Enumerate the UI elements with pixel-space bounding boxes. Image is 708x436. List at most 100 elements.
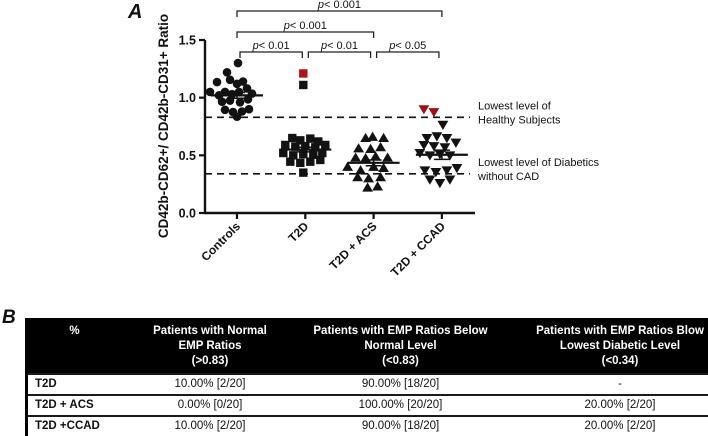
table-cell: 10.00% [2/20] <box>121 414 299 436</box>
data-point-triangle-down <box>431 132 443 142</box>
x-tick-label: T2D <box>285 219 311 245</box>
p-value-label: p< 0.01 <box>320 40 358 52</box>
data-point-triangle-up <box>367 131 378 141</box>
col-header-normal-emp: Patients with Normal EMP Ratios (>0.83) <box>121 319 299 374</box>
data-point-square <box>288 133 297 143</box>
p-value-label: p< 0.001 <box>283 20 327 32</box>
data-point-triangle-down <box>419 166 431 176</box>
data-point-triangle-up <box>378 132 389 143</box>
col-header-text: Patients with EMP Ratios Below <box>313 325 488 337</box>
y-tick-label: 0.5 <box>179 149 196 163</box>
row-label: T2D + ACS <box>26 393 121 416</box>
y-axis-title: CD42b-CD62+/ CD42b-CD31+ Ratio <box>156 14 171 238</box>
data-point-square <box>306 157 315 166</box>
data-point-triangle-up <box>378 162 389 173</box>
data-point-square <box>301 141 310 151</box>
data-point-square <box>286 157 295 166</box>
table-row-t2d-ccad: T2D +CCAD 10.00% [2/20] 90.00% [18/20] 2… <box>26 414 708 436</box>
col-header-text: Normal Level <box>364 339 437 352</box>
col-header-below-normal: Patients with EMP Ratios Below Normal Le… <box>299 319 502 374</box>
data-point-square <box>299 69 308 78</box>
data-point-triangle-up <box>365 143 376 153</box>
data-point-square <box>316 155 325 165</box>
data-point-square <box>309 150 318 159</box>
reference-line-label: Healthy Subjects <box>478 114 561 126</box>
table-cell: 10.00% [2/20] <box>121 372 299 395</box>
data-point-triangle-down <box>450 138 462 148</box>
emp-ratio-table: % Patients with Normal EMP Ratios (>0.83… <box>25 318 708 436</box>
table-cell: 100.00% [20/20] <box>299 393 502 416</box>
data-point-circle <box>244 104 254 114</box>
data-point-circle <box>243 95 253 104</box>
x-tick-label: T2D + ACS <box>327 219 380 272</box>
data-point-square <box>291 142 300 151</box>
reference-line-label: Lowest level of <box>478 100 552 112</box>
col-header-text: % <box>69 325 80 337</box>
data-point-triangle-up <box>355 165 366 175</box>
row-label: T2D +CCAD <box>26 414 121 436</box>
col-header-text: (<0.83) <box>382 354 419 367</box>
data-point-square <box>289 151 298 160</box>
panel-b-label: B <box>2 307 16 328</box>
data-point-triangle-up <box>362 182 373 192</box>
data-point-triangle-down <box>418 105 430 115</box>
axis <box>203 40 475 215</box>
y-tick-label: 1.5 <box>179 34 196 48</box>
table-cell: 90.00% [18/20] <box>299 372 502 395</box>
reference-line-label: without CAD <box>477 171 539 183</box>
table-cell: 20.00% [2/20] <box>502 414 708 436</box>
data-point-square <box>318 148 327 158</box>
data-point-triangle-down <box>434 179 446 189</box>
data-point-triangle-down <box>418 140 430 151</box>
data-point-circle <box>220 105 230 115</box>
data-point-circle <box>222 67 232 77</box>
row-label: T2D <box>26 372 121 395</box>
data-point-circle <box>232 79 242 89</box>
data-point-triangle-up <box>370 151 381 161</box>
data-point-square <box>299 80 308 90</box>
significance-bracket <box>375 51 440 58</box>
p-value-label: p< 0.01 <box>252 40 290 52</box>
significance-bracket <box>239 51 303 58</box>
data-point-triangle-down <box>441 166 453 176</box>
data-point-triangle-down <box>424 151 436 161</box>
data-point-square <box>314 137 323 146</box>
data-point-triangle-up <box>375 172 386 182</box>
data-point-circle <box>212 77 222 87</box>
table-header-row: % Patients with Normal EMP Ratios (>0.83… <box>26 319 708 374</box>
data-point-square <box>279 148 288 158</box>
data-point-circle <box>217 97 227 107</box>
data-point-triangle-up <box>342 161 353 171</box>
data-point-triangle-up <box>375 142 386 152</box>
data-point-circle <box>232 112 242 121</box>
y-tick-label: 0.0 <box>179 207 196 221</box>
data-point-triangle-down <box>444 175 456 185</box>
data-point-triangle-up <box>372 181 383 191</box>
data-point-triangle-up <box>350 152 361 162</box>
data-point-triangle-down <box>444 151 456 161</box>
data-point-triangle-down <box>441 134 453 144</box>
table-row-t2d: T2D 10.00% [2/20] 90.00% [18/20] - <box>26 372 708 395</box>
data-point-square <box>321 140 330 150</box>
significance-bracket <box>236 31 375 38</box>
data-point-triangle-down <box>424 175 436 185</box>
x-tick-label: T2D + CCAD <box>388 219 448 279</box>
table-cell: 90.00% [18/20] <box>299 414 502 436</box>
data-point-triangle-up <box>382 152 393 162</box>
col-header-percent: % <box>26 319 121 374</box>
col-header-text: Lowest Diabetic Level <box>559 339 681 352</box>
table-cell: 0.00% [0/20] <box>121 393 299 416</box>
data-point-circle <box>225 75 235 85</box>
col-header-text: Patients with Normal <box>153 325 267 337</box>
col-header-text: (>0.83) <box>191 354 229 367</box>
p-value-label: p< 0.05 <box>388 40 426 52</box>
data-point-triangle-down <box>439 143 451 153</box>
data-point-triangle-up <box>363 173 374 183</box>
data-point-triangle-up <box>360 153 371 163</box>
panel-a-label: A <box>128 1 143 23</box>
data-point-triangle-down <box>430 168 442 178</box>
data-point-circle <box>235 97 245 107</box>
data-point-triangle-down <box>414 149 426 159</box>
data-point-circle <box>233 58 243 68</box>
